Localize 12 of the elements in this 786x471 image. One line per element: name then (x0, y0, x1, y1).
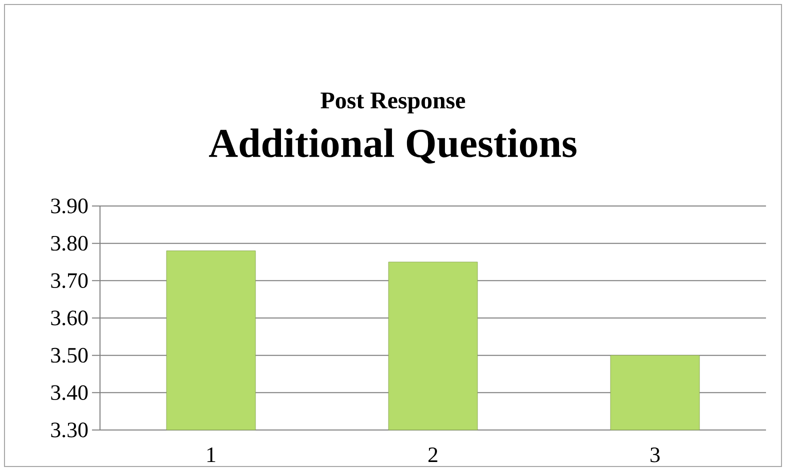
y-tick-label: 3.90 (51, 198, 88, 214)
y-tick-label: 3.60 (51, 310, 88, 326)
x-tick-label: 2 (428, 448, 438, 462)
y-tick-label: 3.80 (51, 236, 88, 251)
chart-title: Post Response (320, 92, 466, 114)
x-tick-label: 1 (207, 448, 216, 462)
y-tick-label: 3.40 (51, 385, 88, 400)
y-tick-label: 3.30 (51, 422, 88, 438)
y-tick-label: 3.70 (51, 273, 88, 288)
x-tick-label: 3 (650, 448, 660, 462)
y-tick-label: 3.50 (51, 348, 88, 363)
chart-subtitle: Additional Questions (208, 128, 576, 164)
